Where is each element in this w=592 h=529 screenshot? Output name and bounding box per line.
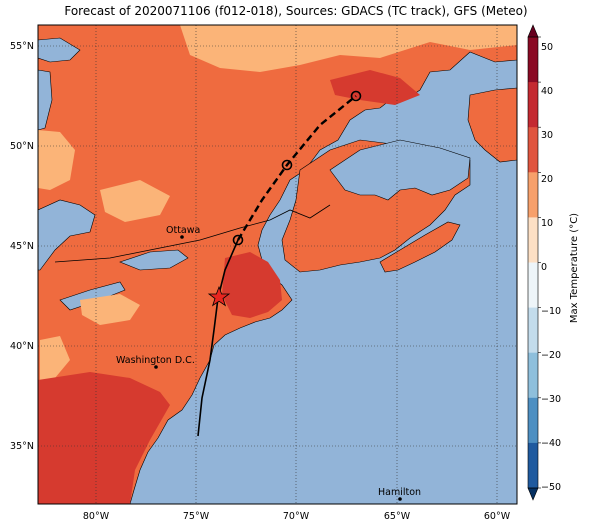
city-label-ottawa: Ottawa xyxy=(166,225,200,236)
colorbar-segment xyxy=(528,172,538,218)
lon-tick-label: 65°W xyxy=(384,511,411,522)
city-marker-hamilton xyxy=(398,497,402,501)
gulf-st-lawrence xyxy=(329,139,471,201)
colorbar-tick-label: 0 xyxy=(541,262,547,273)
colorbar-segment xyxy=(528,127,538,173)
storm-position-star-icon xyxy=(207,285,231,307)
colorbar-tick-label: 10 xyxy=(541,218,553,229)
warm-region-coast xyxy=(40,336,70,380)
lon-tick-label: 70°W xyxy=(283,511,310,522)
warm-region-south xyxy=(80,294,140,325)
warm-region-north xyxy=(180,25,517,72)
city-label-hamilton: Hamilton xyxy=(378,487,421,498)
newfoundland xyxy=(467,87,517,163)
colorbar-segment xyxy=(528,397,538,444)
colorbar-tick-label: 40 xyxy=(541,86,553,97)
graticule xyxy=(38,25,517,504)
colorbar-segment xyxy=(528,442,538,489)
track-point xyxy=(232,234,244,246)
lat-tick-label: 55°N xyxy=(10,41,34,52)
lat-tick-label: 40°N xyxy=(10,341,34,352)
track-point xyxy=(281,159,293,171)
colorbar-tick-label: −20 xyxy=(541,350,561,361)
colorbar-extend-min xyxy=(527,487,539,501)
city-marker-ottawa xyxy=(180,235,184,239)
colorbar-segment xyxy=(528,262,538,309)
colorbar-tick-label: 30 xyxy=(541,130,553,141)
colorbar-segment xyxy=(528,217,538,263)
tc-track-past xyxy=(197,239,239,437)
lat-tick-label: 45°N xyxy=(10,241,34,252)
james-bay-south xyxy=(38,69,53,131)
lake-ontario xyxy=(119,249,189,271)
colorbar-segment xyxy=(528,352,538,399)
nova-scotia xyxy=(379,221,461,273)
hot-region-northeast xyxy=(330,70,420,105)
colorbar-tick-label: −30 xyxy=(541,394,561,405)
colorbar-tick-label: −50 xyxy=(541,482,561,493)
colorbar-extend-max xyxy=(527,24,539,38)
tc-track-forecast xyxy=(236,95,357,241)
country-border xyxy=(54,204,331,263)
lon-tick-label: 60°W xyxy=(484,511,511,522)
track-point xyxy=(350,90,362,102)
colorbar-tick-label: −40 xyxy=(541,438,561,449)
warm-region-west xyxy=(38,130,75,190)
colorbar-segment xyxy=(528,37,538,83)
lon-tick-label: 80°W xyxy=(83,511,110,522)
great-lakes xyxy=(38,199,96,271)
lat-tick-label: 50°N xyxy=(10,141,34,152)
lat-tick-label: 35°N xyxy=(10,441,34,452)
colorbar xyxy=(527,24,541,501)
colorbar-tick-label: 50 xyxy=(541,42,553,53)
colorbar-label: Max Temperature (°C) xyxy=(569,213,580,323)
james-bay xyxy=(38,37,81,63)
colorbar-segment xyxy=(528,307,538,354)
colorbar-tick-label: 20 xyxy=(541,174,553,185)
lake-erie xyxy=(59,281,126,311)
map-plot-area: Ottawa Washington D.C. Hamilton xyxy=(38,25,517,504)
hot-region-new-england xyxy=(222,252,282,318)
city-marker-washington xyxy=(154,365,158,369)
colorbar-tick-label: −10 xyxy=(541,306,561,317)
lon-tick-label: 75°W xyxy=(183,511,210,522)
warm-region-mid xyxy=(100,180,170,222)
map-title: Forecast of 2020071106 (f012-018), Sourc… xyxy=(64,4,528,18)
hot-region-south xyxy=(38,372,170,504)
city-label-washington: Washington D.C. xyxy=(116,355,195,366)
map-frame xyxy=(37,24,518,505)
colorbar-segment xyxy=(528,82,538,128)
